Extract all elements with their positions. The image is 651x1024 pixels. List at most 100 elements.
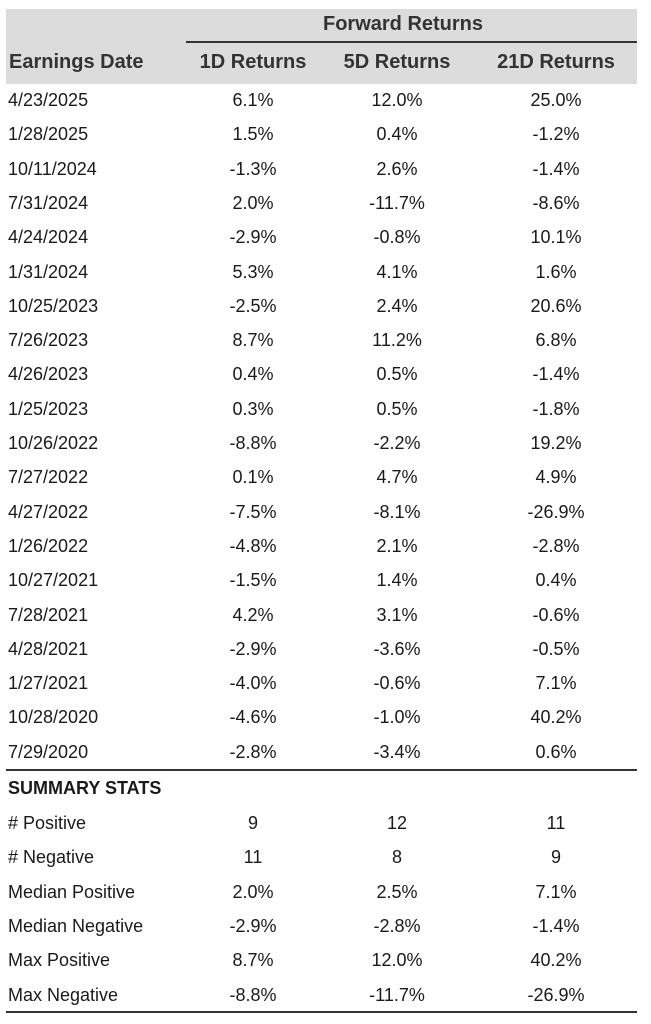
cell: 0.3%	[232, 398, 274, 419]
cell: 0.4%	[232, 364, 274, 385]
cell: -1.0%	[373, 707, 421, 728]
cell: 20.6%	[530, 295, 582, 316]
cell: -8.8%	[229, 433, 277, 453]
cell: 0.4%	[376, 124, 418, 145]
column-header: Earnings Date	[9, 51, 144, 73]
date-cell: 4/26/2023	[8, 364, 89, 385]
cell: -3.6%	[373, 638, 421, 659]
stat-cell: 9	[550, 847, 562, 868]
cell: -11.7%	[369, 192, 425, 213]
cell: 0.5%	[376, 398, 418, 419]
cell: -4.6%	[229, 707, 277, 728]
cell: 0.4%	[535, 570, 577, 591]
stat-cell: -26.9%	[527, 984, 585, 1005]
cell: 0.6%	[535, 741, 577, 762]
cell: 0.5%	[376, 364, 418, 385]
date-cell: 10/28/2020	[8, 707, 99, 728]
cell: 4.2%	[232, 604, 274, 625]
summary-title: SUMMARY STATS	[8, 778, 162, 798]
summary-rule	[6, 769, 637, 771]
cell: -2.2%	[373, 433, 421, 453]
cell: -1.5%	[229, 570, 277, 591]
group-title: Forward Returns	[322, 13, 484, 35]
date-cell: 4/27/2022	[8, 501, 89, 522]
date-cell: 1/31/2024	[8, 261, 89, 282]
cell: 4.7%	[376, 467, 418, 488]
cell: -26.9%	[527, 501, 585, 522]
stat-label: Max Positive	[8, 950, 111, 971]
header-band	[6, 9, 637, 84]
cell: -0.8%	[373, 227, 421, 248]
date-cell: 4/28/2021	[8, 638, 89, 659]
cell: 1.6%	[535, 261, 577, 282]
stat-cell: 8	[391, 847, 403, 868]
cell: 2.6%	[376, 158, 418, 179]
cell: -2.5%	[229, 295, 277, 316]
cell: -3.4%	[373, 741, 421, 762]
cell: -2.8%	[229, 741, 277, 762]
cell: 4.1%	[376, 261, 418, 282]
cell: 8.7%	[232, 330, 274, 351]
bottom-rule	[6, 1011, 637, 1013]
stat-cell: 9	[247, 813, 259, 833]
date-cell: 10/27/2021	[8, 570, 99, 591]
stat-cell: -1.4%	[532, 915, 580, 936]
date-cell: 7/27/2022	[8, 467, 89, 488]
stat-cell: -11.7%	[369, 984, 425, 1005]
column-header: 21D Returns	[497, 51, 615, 73]
stat-cell: -2.9%	[229, 915, 277, 936]
date-cell: 7/31/2024	[8, 192, 89, 213]
cell: -1.4%	[532, 158, 580, 179]
cell: -1.8%	[532, 398, 580, 419]
cell: -0.6%	[373, 673, 421, 694]
cell: -2.9%	[229, 638, 277, 659]
cell: -2.9%	[229, 227, 277, 248]
cell: 2.1%	[376, 535, 418, 556]
stat-cell: 11	[546, 813, 566, 833]
cell: 2.0%	[232, 192, 274, 213]
cell: 1.5%	[232, 124, 274, 145]
cell: -1.2%	[532, 124, 580, 145]
cell: 4.9%	[535, 467, 577, 488]
cell: 10.1%	[530, 227, 582, 248]
stat-label: Median Negative	[8, 915, 144, 936]
cell: 40.2%	[530, 707, 582, 728]
cell: 1.4%	[376, 570, 418, 591]
stat-cell: 7.1%	[535, 881, 577, 902]
cell: 2.4%	[376, 295, 418, 316]
cell: 5.3%	[232, 261, 274, 282]
cell: -8.6%	[532, 192, 580, 213]
stat-cell: 12.0%	[371, 950, 423, 971]
stat-label: Max Negative	[8, 984, 119, 1005]
stat-cell: -8.8%	[229, 984, 277, 1005]
date-cell: 4/24/2024	[8, 227, 89, 248]
cell: -8.1%	[373, 501, 421, 522]
date-cell: 7/28/2021	[8, 604, 89, 625]
cell: 25.0%	[530, 90, 582, 110]
cell: 0.1%	[232, 467, 274, 488]
stat-cell: 2.0%	[232, 881, 274, 902]
cell: -1.3%	[229, 158, 277, 179]
cell: 3.1%	[376, 604, 418, 625]
cell: -4.8%	[229, 535, 277, 556]
stat-cell: 2.5%	[376, 881, 418, 902]
cell: -1.4%	[532, 364, 580, 385]
stat-cell: 8.7%	[232, 950, 274, 971]
cell: -0.5%	[532, 638, 580, 659]
cell: 19.2%	[530, 433, 582, 453]
group-rule	[186, 41, 637, 43]
cell: 6.8%	[535, 330, 577, 351]
cell: 6.1%	[232, 90, 274, 110]
date-cell: 7/29/2020	[8, 741, 89, 762]
column-header: 1D Returns	[199, 51, 307, 73]
date-cell: 1/27/2021	[8, 673, 89, 694]
date-cell: 1/28/2025	[8, 124, 89, 145]
date-cell: 4/23/2025	[8, 90, 89, 110]
date-cell: 10/11/2024	[8, 158, 97, 179]
stat-cell: -2.8%	[373, 915, 421, 936]
cell: 11.2%	[372, 330, 422, 351]
stat-label: Median Positive	[8, 881, 136, 902]
date-cell: 1/25/2023	[8, 398, 89, 419]
cell: -2.8%	[532, 535, 580, 556]
